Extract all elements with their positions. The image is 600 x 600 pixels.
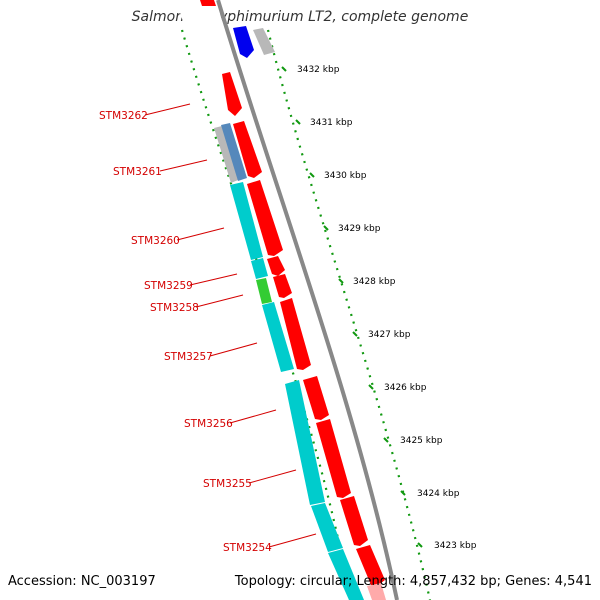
gene-label-text: STM3256 <box>184 418 233 430</box>
gene-label-text: STM3261 <box>113 166 162 178</box>
gene-label-stm3260[interactable]: STM3260 <box>131 227 225 247</box>
tick-3432: 3432 kbp <box>281 65 340 75</box>
gene-label-stm3255[interactable]: STM3255 <box>203 469 297 490</box>
tick-label: 3432 kbp <box>297 65 340 75</box>
tick-3425: 3425 kbp <box>383 436 443 446</box>
gene-red-stm3261[interactable] <box>233 121 262 178</box>
gene-cyan-stm3260[interactable] <box>230 182 263 260</box>
gene-label-stm3254[interactable]: STM3254 <box>223 533 317 554</box>
tick-3423: 3423 kbp <box>417 541 477 551</box>
gene-label-stm3256[interactable]: STM3256 <box>184 409 277 430</box>
tick-label: 3425 kbp <box>400 436 443 446</box>
scale-ticks: 3432 kbp 3431 kbp 3430 kbp 3429 kbp 3428… <box>281 65 477 551</box>
tick-3428: 3428 kbp <box>338 277 396 287</box>
gene-red-stm3256a[interactable] <box>303 376 329 420</box>
gene-gray-block[interactable] <box>214 126 238 183</box>
tick-3427: 3427 kbp <box>352 330 411 340</box>
gene-labels: STM3262 STM3261 STM3260 STM3259 STM3258 … <box>99 103 317 554</box>
gene-arrow-blue[interactable] <box>233 26 254 58</box>
gene-label-text: STM3257 <box>164 351 213 363</box>
tick-label: 3431 kbp <box>310 118 353 128</box>
tick-label: 3424 kbp <box>417 489 460 499</box>
accession-text: Accession: NC_003197 <box>8 574 156 589</box>
gene-green-stm3258[interactable] <box>256 278 272 304</box>
gene-steel-block[interactable] <box>221 123 247 181</box>
tick-3430: 3430 kbp <box>309 171 367 181</box>
gene-label-text: STM3259 <box>144 280 193 292</box>
gene-red-stm3258[interactable] <box>273 274 292 298</box>
tick-label: 3430 kbp <box>324 171 367 181</box>
gene-cyan-stm3254[interactable] <box>328 549 364 600</box>
gene-label-text: STM3258 <box>150 302 199 314</box>
tick-label: 3429 kbp <box>338 224 381 234</box>
tick-3426: 3426 kbp <box>368 383 427 393</box>
gene-label-stm3259[interactable]: STM3259 <box>144 273 238 292</box>
gene-red-stm3260[interactable] <box>247 180 283 256</box>
gene-label-stm3262[interactable]: STM3262 <box>99 103 191 122</box>
tick-3429: 3429 kbp <box>323 224 381 234</box>
tick-3431: 3431 kbp <box>295 118 353 128</box>
inner-scale-ring <box>180 29 352 600</box>
gene-pink-bottom[interactable] <box>367 583 386 600</box>
gene-red-stm3254[interactable] <box>356 545 385 586</box>
genome-summary-text: Topology: circular; Length: 4,857,432 bp… <box>234 574 592 589</box>
gene-arrow-top[interactable] <box>200 0 216 6</box>
tick-label: 3428 kbp <box>353 277 396 287</box>
gene-red-stm3262[interactable] <box>222 72 242 116</box>
gene-label-text: STM3254 <box>223 542 272 554</box>
gene-red-stm3255[interactable] <box>340 496 368 546</box>
tick-label: 3423 kbp <box>434 541 477 551</box>
tick-label: 3427 kbp <box>368 330 411 340</box>
gene-label-stm3257[interactable]: STM3257 <box>164 342 258 363</box>
gene-gray-top[interactable] <box>253 28 275 55</box>
gene-label-text: STM3255 <box>203 478 252 490</box>
gene-cyan-stm3255[interactable] <box>311 503 343 552</box>
gene-label-text: STM3260 <box>131 235 180 247</box>
gene-label-stm3261[interactable]: STM3261 <box>113 159 208 178</box>
backbone-line <box>216 0 399 600</box>
tick-3424: 3424 kbp <box>400 489 460 499</box>
gene-label-stm3258[interactable]: STM3258 <box>150 294 244 314</box>
gene-cyan-stm3257[interactable] <box>262 302 294 372</box>
gene-red-stm3257[interactable] <box>280 298 311 370</box>
gene-red-stm3259[interactable] <box>267 256 285 276</box>
gene-label-text: STM3262 <box>99 110 148 122</box>
gene-cyan-stm3256[interactable] <box>285 380 325 505</box>
gene-red-stm3256b[interactable] <box>316 419 351 498</box>
gene-cyan-stm3259[interactable] <box>251 258 268 279</box>
tick-label: 3426 kbp <box>384 383 427 393</box>
